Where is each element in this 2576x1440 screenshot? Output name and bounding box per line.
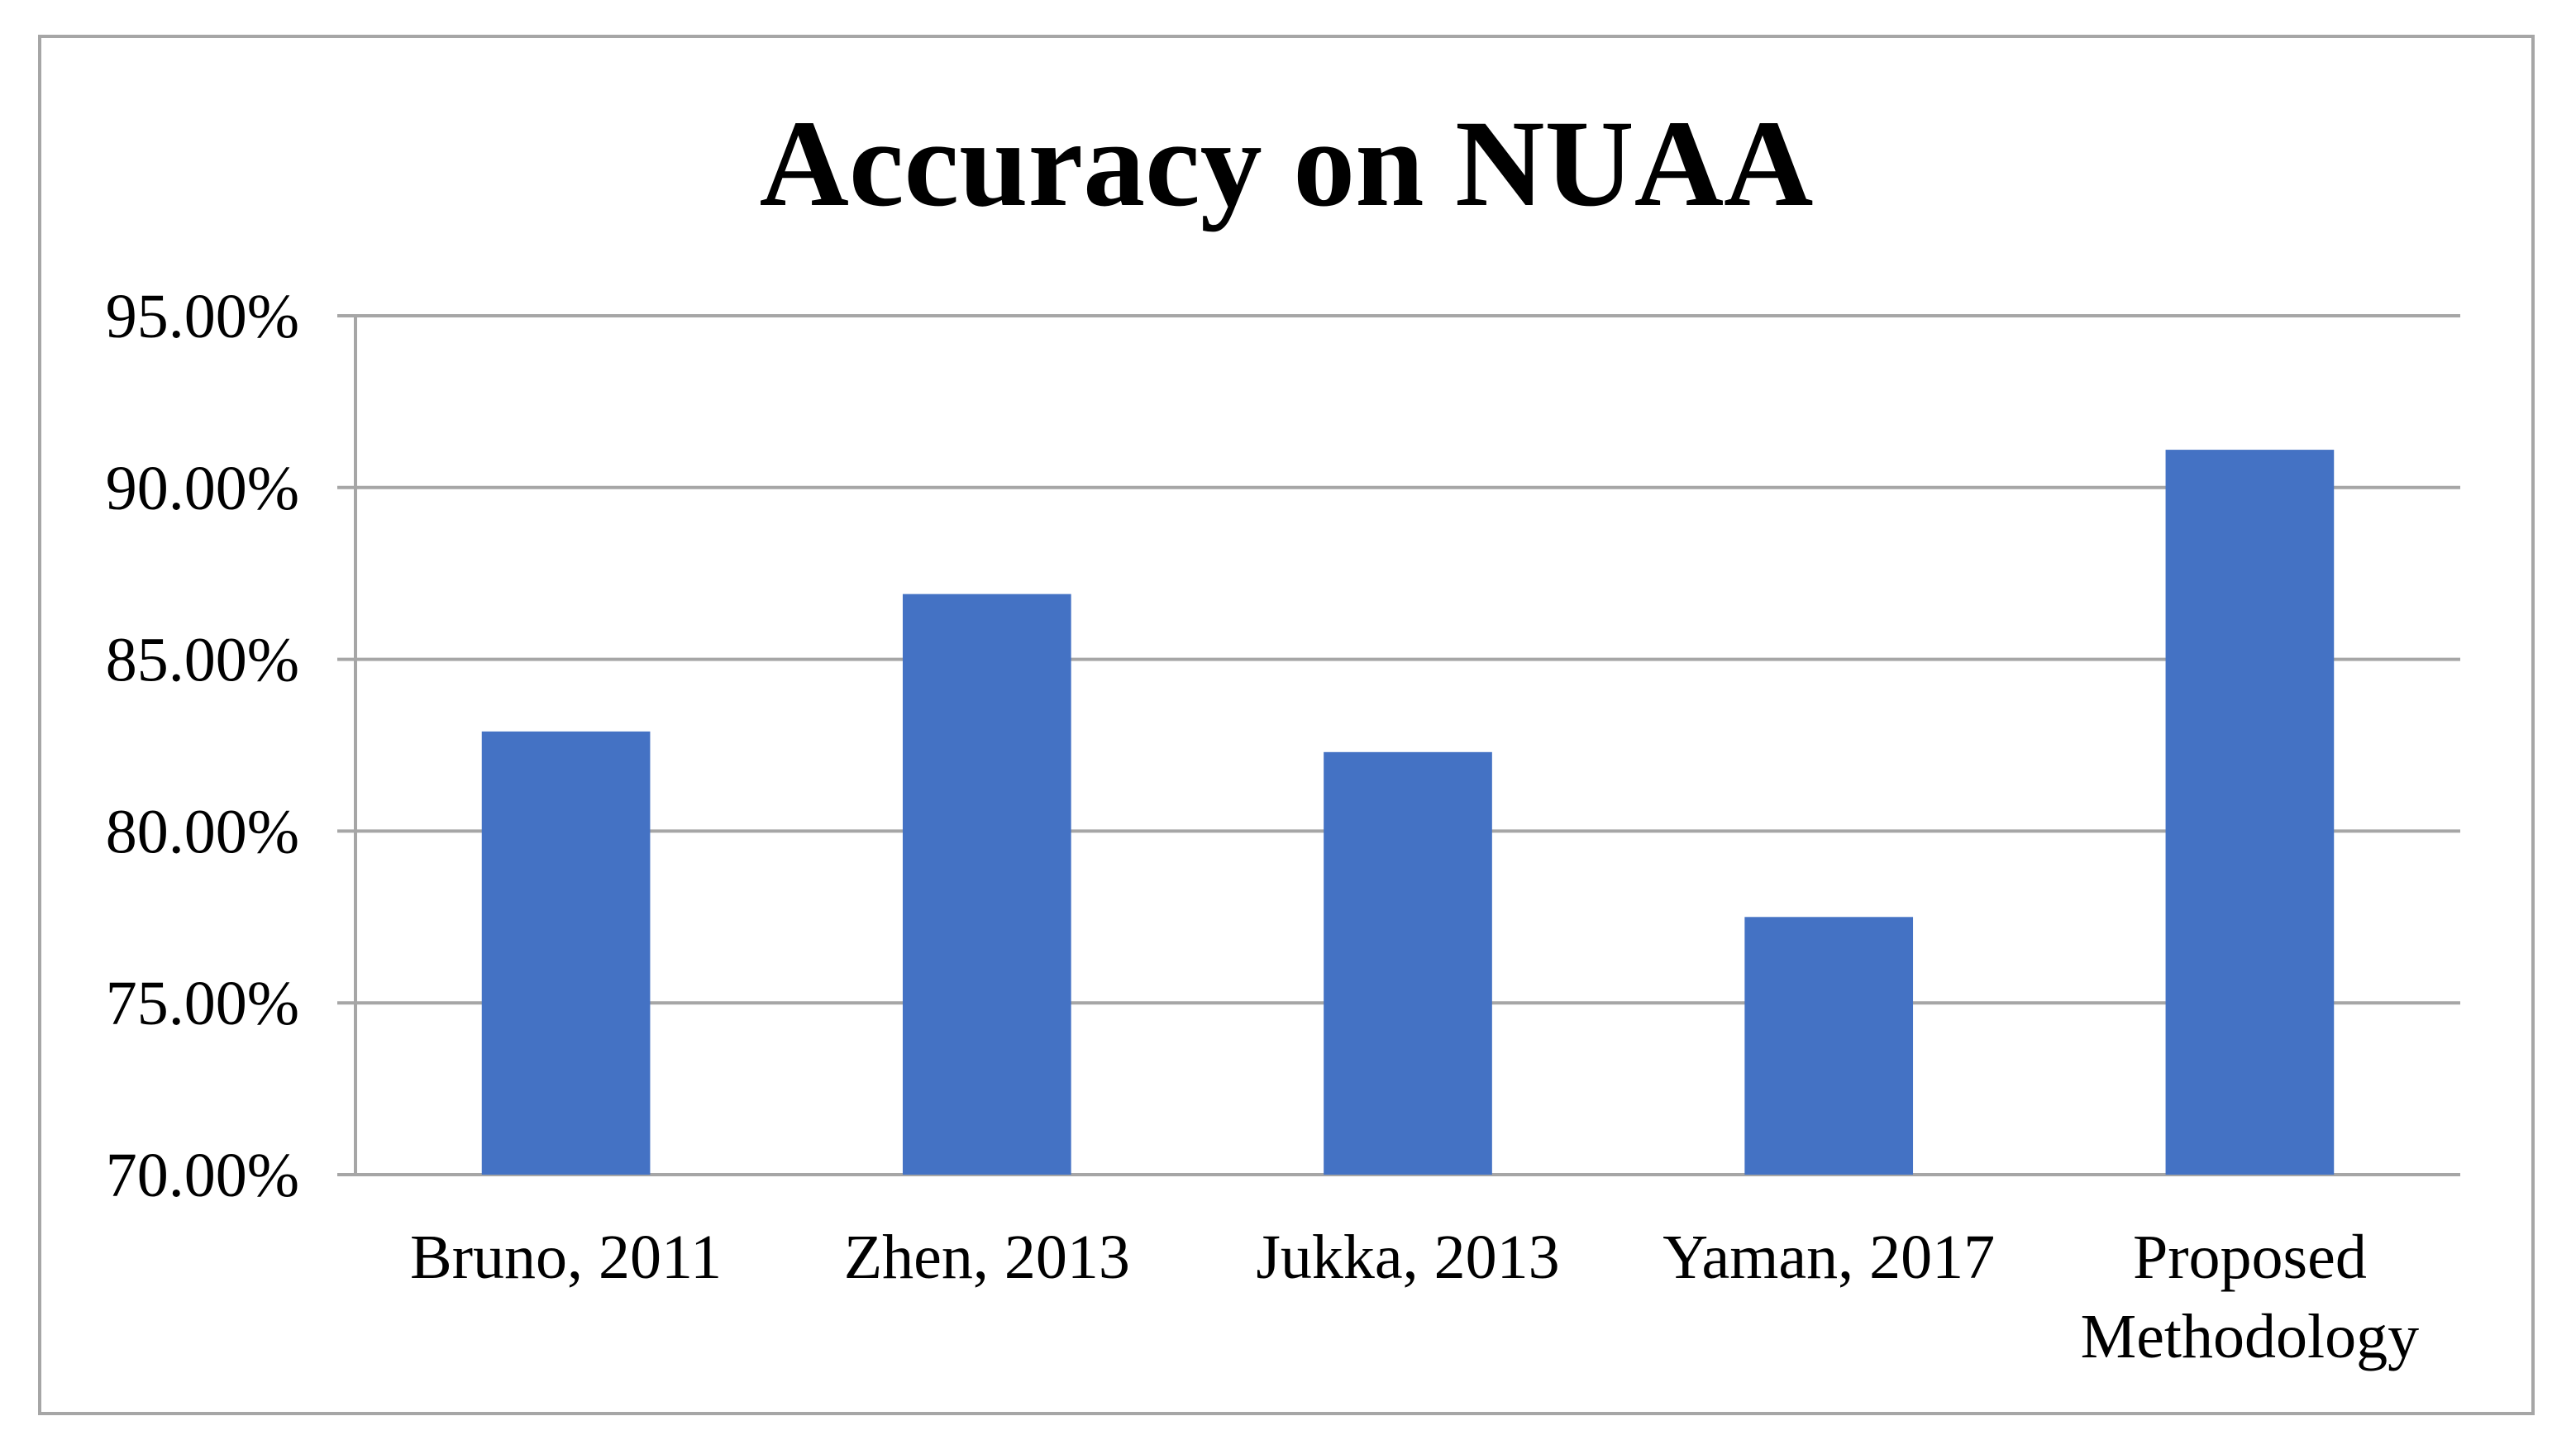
y-tick-label: 75.00% (106, 969, 299, 1038)
y-tick-label: 85.00% (106, 626, 299, 695)
bar (1324, 751, 1492, 1175)
x-category-label: Bruno, 2011 (410, 1223, 722, 1292)
y-tick-label: 80.00% (106, 797, 299, 866)
bar (1744, 917, 1914, 1175)
x-category-label: Methodology (2081, 1302, 2420, 1371)
y-tick-label: 90.00% (106, 454, 299, 523)
bar (481, 731, 651, 1175)
chart-frame (38, 35, 2535, 1415)
bar (2165, 450, 2335, 1175)
chart-title: Accuracy on NUAA (760, 95, 1814, 232)
x-axis-category-labels: Bruno, 2011 Zhen, 2013 Jukka, 2013 Yaman, 2… (410, 1223, 2419, 1371)
x-category-label: Yaman, 2017 (1662, 1223, 1995, 1292)
y-axis-tick-labels: 70.00% 75.00% 80.00% 85.00% 90.00% 95.00% (106, 282, 299, 1210)
x-category-label: Proposed (2133, 1223, 2367, 1292)
y-tick-label: 95.00% (106, 282, 299, 351)
bars (481, 450, 2335, 1175)
x-category-label: Jukka, 2013 (1256, 1223, 1559, 1292)
bar (902, 594, 1071, 1175)
x-category-label: Zhen, 2013 (844, 1223, 1130, 1292)
y-tick-label: 70.00% (106, 1141, 299, 1210)
gridlines (337, 314, 2460, 1176)
